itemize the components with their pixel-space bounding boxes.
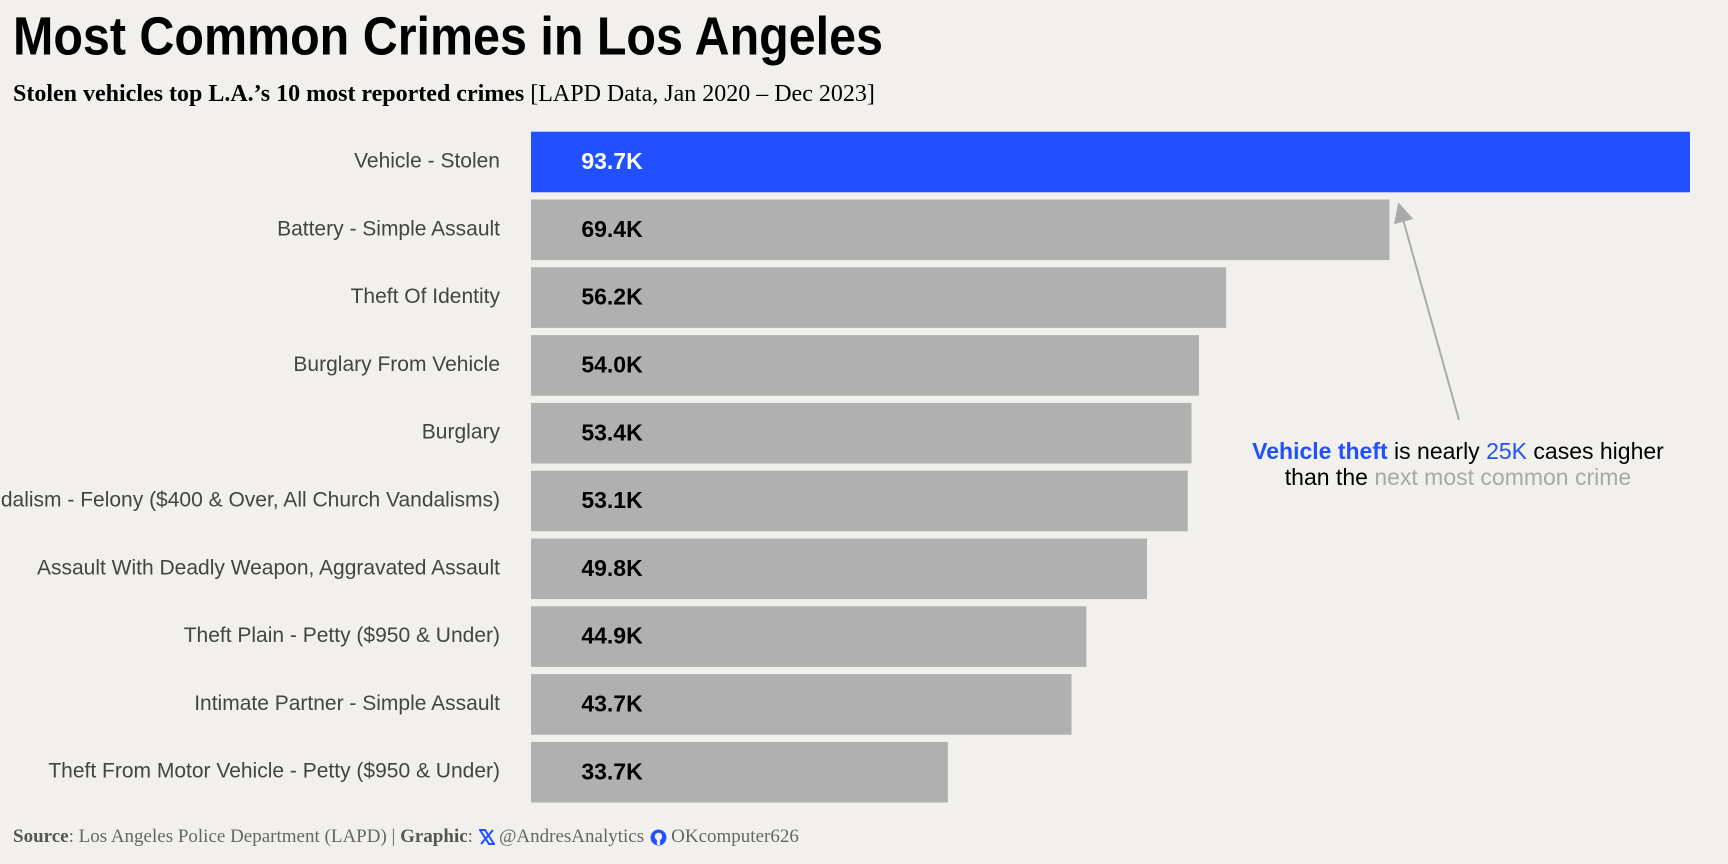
github-icon xyxy=(650,829,667,845)
chart-title: Most Common Crimes in Los Angeles xyxy=(13,6,883,66)
value-label: 54.0K xyxy=(581,351,643,377)
bar xyxy=(531,131,1690,193)
category-label: Vandalism - Felony ($400 & Over, All Chu… xyxy=(0,489,500,512)
subtitle-part: Stolen vehicles top L.A.’s 10 most repor… xyxy=(13,81,524,107)
annotation-arrow xyxy=(1394,202,1460,421)
value-label: 53.4K xyxy=(581,419,643,445)
bar xyxy=(531,402,1192,464)
bar xyxy=(531,470,1188,532)
bar xyxy=(531,267,1227,328)
source-label: Source xyxy=(13,826,69,847)
github-handle: OKcomputer626 xyxy=(671,826,799,847)
category-label: Battery - Simple Assault xyxy=(277,217,500,240)
twitter-handle: @AndresAnalytics xyxy=(498,826,645,847)
bar xyxy=(531,199,1390,261)
value-label: 56.2K xyxy=(581,284,643,310)
graphic-sep: : xyxy=(467,826,473,847)
annotation: than the next most common crime xyxy=(1285,464,1631,490)
annotation-part: Vehicle theft xyxy=(1252,438,1388,464)
source: : Los Angeles Police Department (LAPD) | xyxy=(68,826,401,847)
x-icon xyxy=(478,829,495,845)
bar xyxy=(531,538,1147,600)
category-label: Burglary From Vehicle xyxy=(293,353,500,376)
annotation-part: cases higher xyxy=(1527,438,1664,464)
annotation-part: is nearly xyxy=(1388,438,1486,464)
category-label: Theft From Motor Vehicle - Petty ($950 &… xyxy=(48,760,500,783)
value-label: 69.4K xyxy=(581,216,643,242)
value-label: 49.8K xyxy=(581,555,643,581)
chart: Most Common Crimes in Los Angeles Stolen… xyxy=(0,6,1690,803)
annotation-part: next most common crime xyxy=(1374,464,1631,490)
category-label: Theft Of Identity xyxy=(351,285,501,308)
footer: Source: Los Angeles Police Department (L… xyxy=(13,826,799,848)
bar xyxy=(531,335,1199,396)
chart-subtitle: Stolen vehicles top L.A.’s 10 most repor… xyxy=(13,81,875,107)
annotation-part: than the xyxy=(1285,464,1375,490)
bar xyxy=(531,606,1087,667)
graphic-label: Graphic xyxy=(400,826,468,847)
annotation: Vehicle theft is nearly 25K cases higher xyxy=(1252,438,1664,464)
category-label: Burglary xyxy=(422,421,501,444)
value-label: 33.7K xyxy=(581,758,643,784)
value-label: 53.1K xyxy=(581,487,643,513)
category-label: Vehicle - Stolen xyxy=(354,150,500,173)
category-label: Theft Plain - Petty ($950 & Under) xyxy=(184,624,500,647)
bar xyxy=(531,741,948,803)
annotation-part: 25K xyxy=(1486,438,1528,464)
category-label: Intimate Partner - Simple Assault xyxy=(194,692,500,715)
subtitle-part: [LAPD Data, Jan 2020 – Dec 2023] xyxy=(524,81,875,107)
category-label: Assault With Deadly Weapon, Aggravated A… xyxy=(37,556,500,579)
value-label: 93.7K xyxy=(581,148,643,174)
value-label: 43.7K xyxy=(581,690,643,716)
bar xyxy=(531,674,1072,735)
value-label: 44.9K xyxy=(581,623,643,649)
